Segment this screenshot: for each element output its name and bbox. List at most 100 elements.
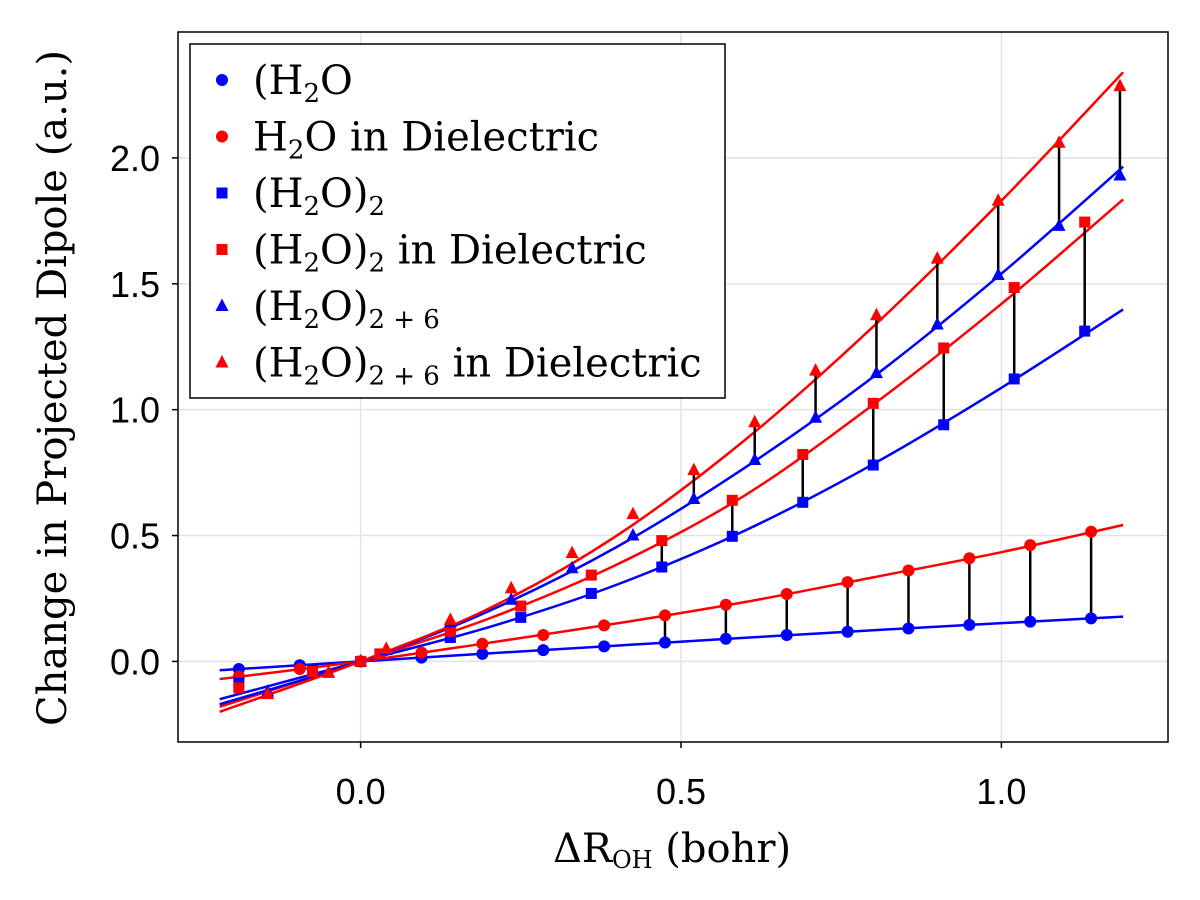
data-point (841, 576, 854, 589)
data-point (748, 452, 762, 466)
data-point (626, 506, 640, 520)
data-point (354, 653, 368, 667)
y-tick-label: 0.5 (110, 516, 160, 557)
data-markers (232, 78, 1127, 700)
data-point (1079, 325, 1091, 337)
data-point (780, 587, 793, 600)
data-point (1008, 373, 1020, 385)
data-point (991, 267, 1005, 280)
data-point (809, 410, 823, 423)
data-point (307, 666, 319, 678)
y-tick-label: 1.0 (110, 390, 160, 431)
data-point (598, 640, 611, 653)
legend-marker (216, 187, 228, 199)
data-point (1085, 525, 1098, 538)
data-point (658, 609, 671, 622)
legend-label: (H2O (253, 58, 353, 109)
data-point (869, 365, 883, 379)
data-point (537, 644, 550, 657)
legend-label: H2O in Dielectric (253, 115, 599, 166)
data-point (565, 545, 579, 559)
data-point (780, 628, 793, 641)
y-tick-label: 1.5 (110, 264, 160, 305)
data-point (938, 419, 950, 431)
difference-connectors (660, 86, 1122, 643)
legend-marker (215, 298, 229, 311)
data-point (991, 193, 1005, 206)
data-point (443, 612, 457, 625)
data-point (869, 307, 883, 321)
data-point (867, 459, 879, 471)
data-point (233, 682, 245, 694)
legend-marker (216, 244, 228, 255)
legend-marker (215, 355, 229, 368)
data-point (726, 494, 738, 506)
data-point (515, 600, 527, 612)
x-tick-label: 0.0 (336, 771, 386, 812)
legend-marker (216, 130, 228, 143)
y-tick-label: 0.0 (110, 641, 160, 682)
data-point (504, 592, 518, 605)
legend: (H2O H2O in Dielectric(H2O)2 (H2O)2 in Die… (189, 43, 726, 399)
data-point (585, 569, 597, 581)
data-point (1024, 615, 1037, 628)
data-point (515, 611, 527, 623)
data-point (797, 496, 809, 508)
data-point (293, 662, 306, 675)
data-point (1024, 539, 1037, 552)
legend-label: (H2O)2 + 6 (253, 284, 440, 335)
data-point (1113, 168, 1127, 181)
data-point (687, 491, 701, 505)
data-point (565, 560, 579, 574)
y-axis-title: Change in Projected Dipole (a.u.) (30, 50, 76, 726)
data-point (748, 414, 762, 428)
data-point (719, 598, 732, 611)
data-point (444, 625, 456, 637)
legend-marker (216, 74, 228, 86)
data-point (261, 686, 275, 700)
data-point (374, 648, 386, 660)
data-point (1008, 282, 1020, 294)
data-point (1085, 612, 1098, 625)
axis-ticks: 0.0 0.5 1.0 0.0 0.5 1.0 1.5 2.0 (110, 138, 1026, 812)
data-point (537, 628, 550, 641)
x-tick-label: 0.5 (656, 771, 706, 812)
data-point (930, 251, 944, 264)
legend-label: (H2O)2 in Dielectric (253, 228, 647, 279)
data-point (1079, 216, 1091, 228)
data-point (726, 530, 738, 542)
data-point (1052, 135, 1066, 148)
data-point (658, 636, 671, 649)
data-point (504, 580, 518, 594)
data-point (963, 552, 976, 565)
plot-frame (177, 31, 1169, 743)
data-point (656, 535, 668, 547)
data-point (797, 448, 809, 460)
x-axis-title: ΔROH (bohr) (553, 826, 791, 874)
data-point (585, 587, 597, 599)
data-point (626, 528, 640, 541)
legend-label: (H2O)2 (253, 171, 385, 222)
data-point (322, 665, 336, 678)
data-point (687, 462, 701, 476)
data-point (415, 646, 428, 659)
data-point (656, 561, 668, 573)
data-point (1113, 78, 1127, 92)
x-tick-label: 1.0 (976, 771, 1026, 812)
data-point (379, 641, 393, 654)
data-point (444, 632, 456, 644)
data-point (902, 564, 915, 577)
data-point (938, 342, 950, 354)
data-point (867, 397, 879, 409)
data-point (902, 622, 915, 635)
data-point (841, 625, 854, 638)
data-point (476, 637, 489, 650)
data-point (809, 363, 823, 376)
data-point (930, 317, 944, 330)
data-point (476, 647, 489, 660)
fit-line (219, 523, 1124, 681)
y-tick-label: 2.0 (110, 138, 160, 179)
data-point (1052, 218, 1066, 231)
data-point (598, 619, 611, 632)
